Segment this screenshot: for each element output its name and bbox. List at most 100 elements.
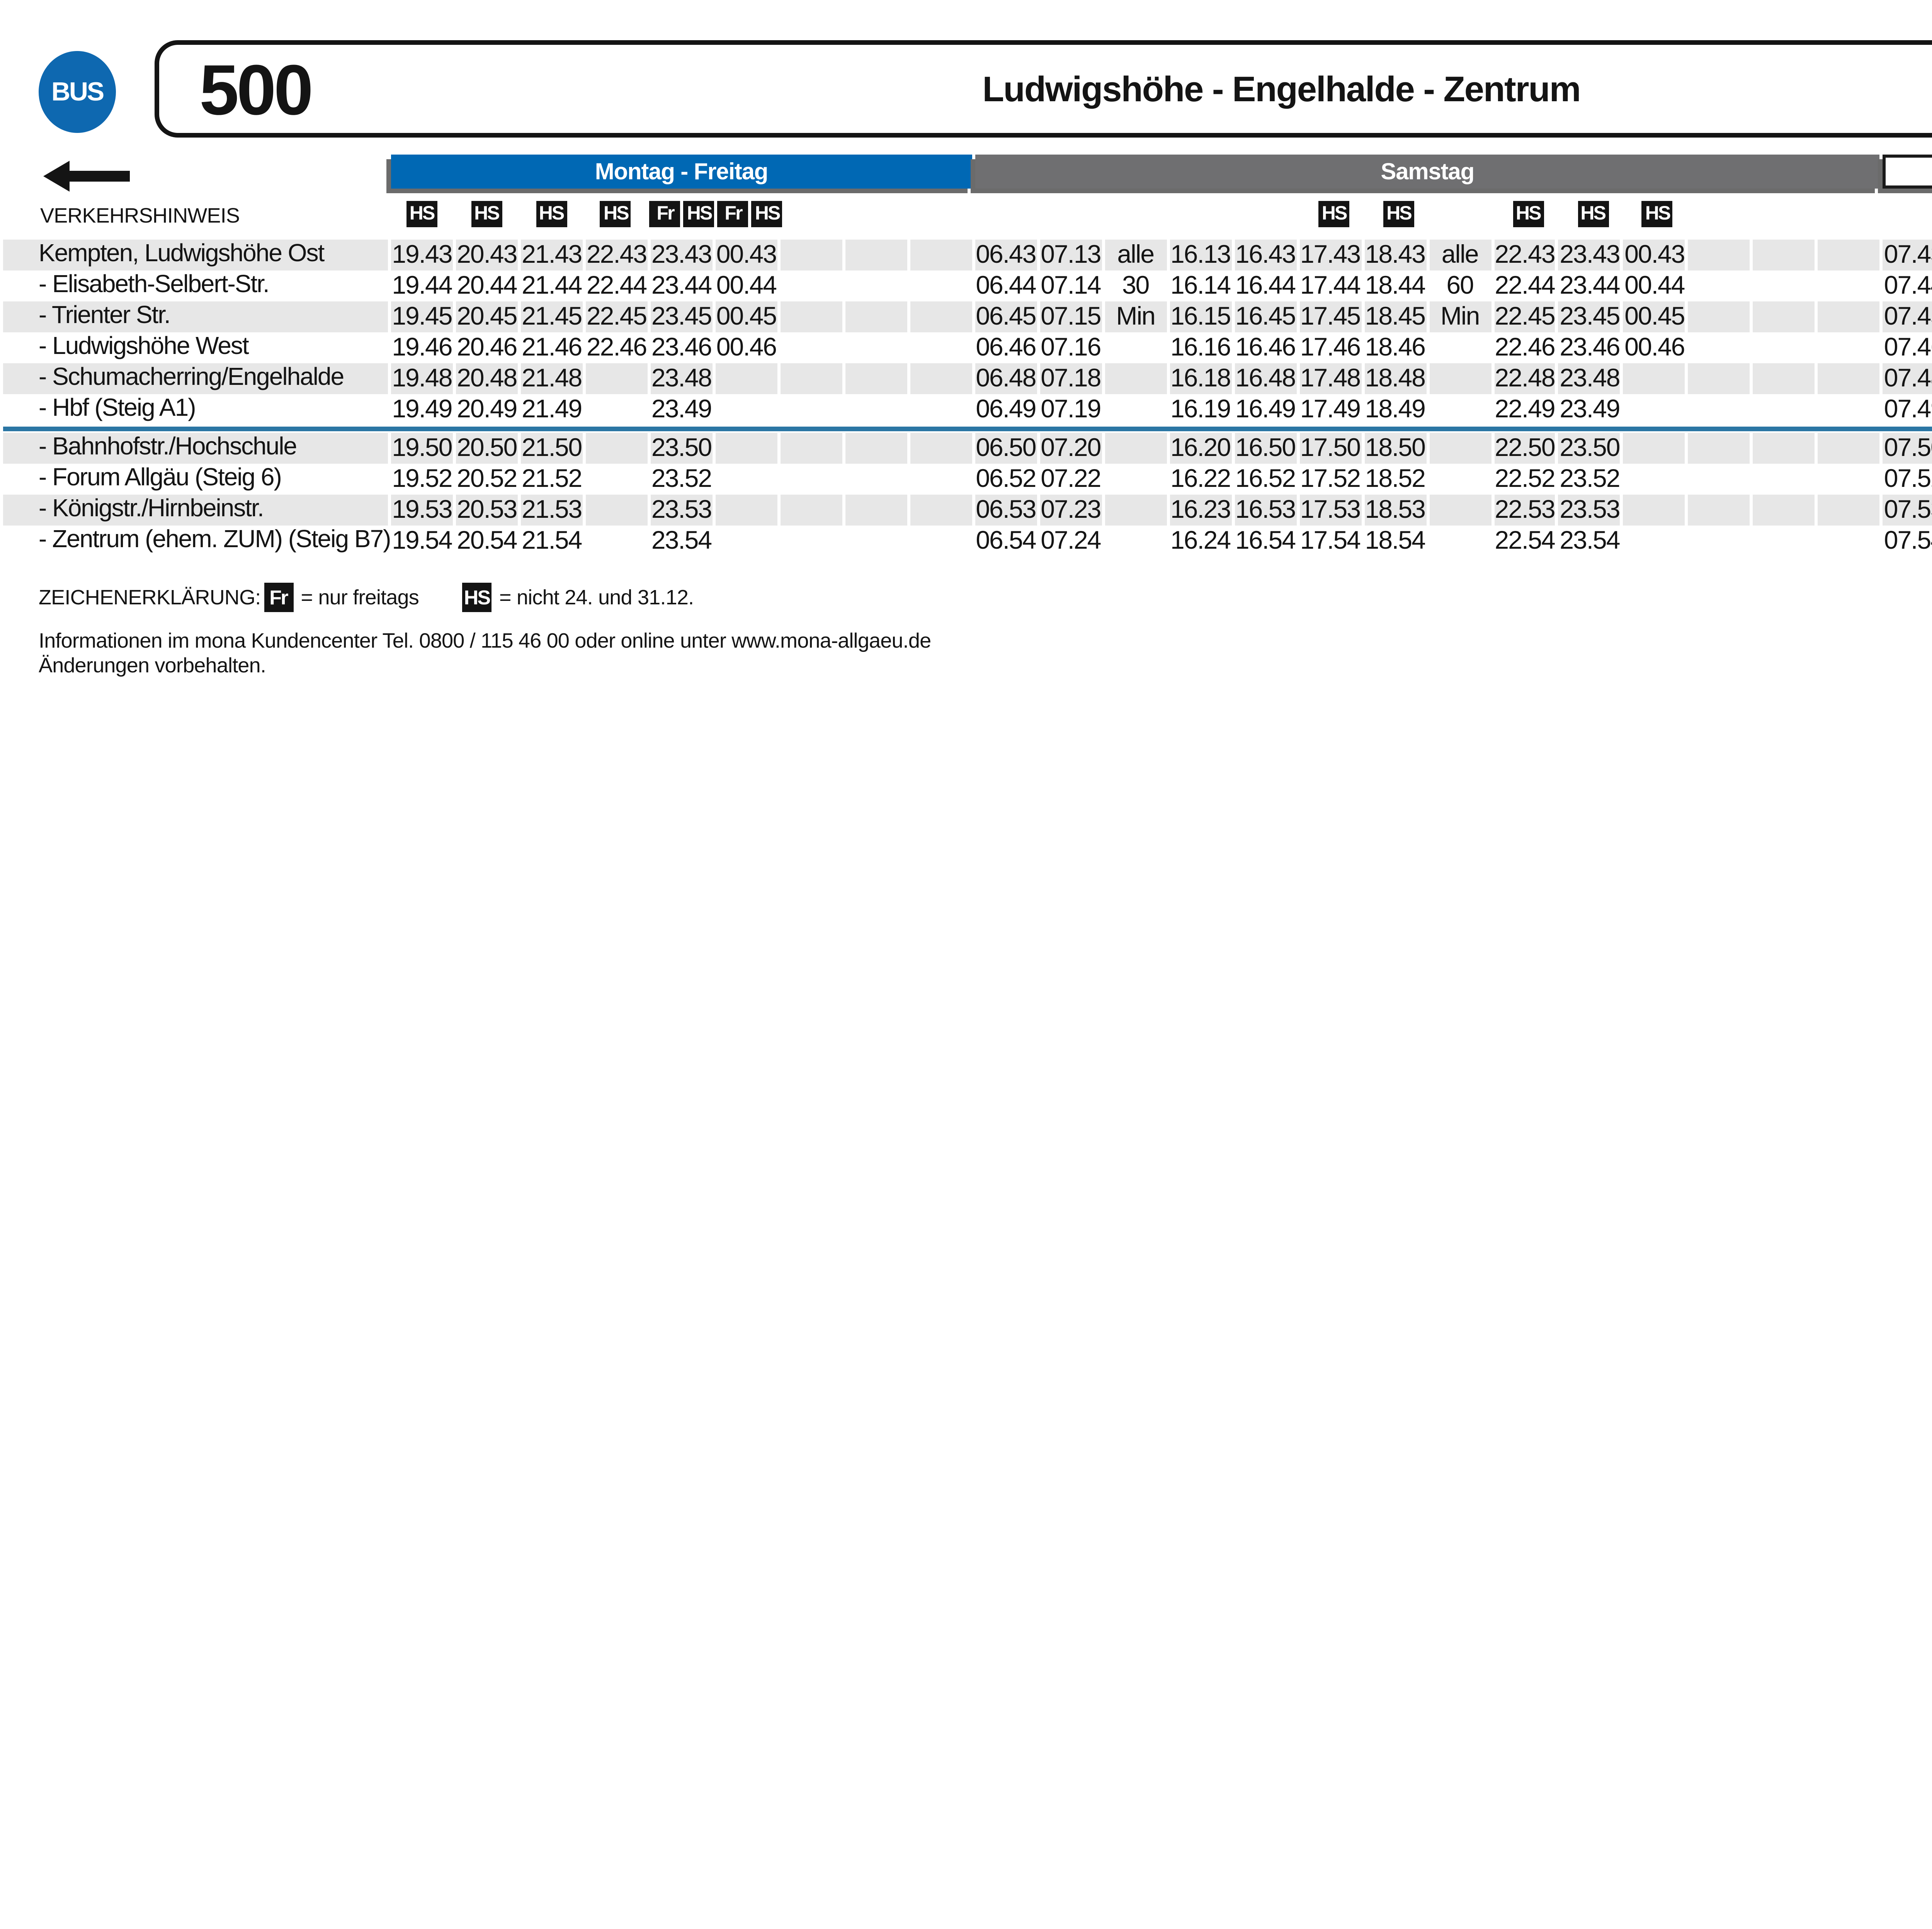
time-cell: 23.54	[1560, 527, 1620, 555]
time-cell: 16.52	[1235, 465, 1296, 493]
day-band-montag-freitag: Montag - Freitag	[391, 155, 972, 189]
marker-cell: HS	[456, 199, 517, 227]
time-cell: 18.45	[1364, 301, 1426, 332]
time-cell: 17.46	[1300, 334, 1361, 362]
time-cell: 16.23	[1169, 495, 1231, 526]
time-cell	[845, 464, 907, 495]
legend-item: Fr = nur freitags	[264, 583, 419, 612]
time-cell: 19.45	[391, 301, 453, 332]
time-cell: 20.46	[457, 334, 517, 362]
stop-name: - Hbf (Steig A1)	[39, 396, 196, 422]
stop-name: - Bahnhofstr./Hochschule	[3, 433, 388, 464]
marker-hs-icon: HS	[1642, 200, 1673, 226]
time-cell	[715, 495, 777, 526]
time-cell: 07.43	[1883, 240, 1932, 270]
time-cell	[780, 363, 842, 394]
time-cell	[780, 270, 842, 301]
marker-hs-icon: HS	[1383, 200, 1414, 226]
line-header-box: 500 Ludwigshöhe - Engelhalde - Zentrum	[155, 40, 1932, 138]
stop-name: - Ludwigshöhe West	[39, 334, 249, 360]
time-cell	[1689, 526, 1750, 556]
time-cell: 23.53	[1558, 495, 1621, 526]
time-cell	[1818, 240, 1880, 270]
time-cell: 16.22	[1170, 465, 1231, 493]
marker-cell	[1433, 199, 1494, 227]
time-cell	[910, 464, 972, 495]
time-cell: 18.46	[1365, 334, 1426, 362]
time-cell: 19.52	[392, 465, 452, 493]
time-cell: 22.43	[585, 240, 648, 270]
time-cell: 00.46	[1624, 334, 1685, 362]
time-cell: 18.49	[1365, 396, 1426, 424]
time-cell	[1818, 433, 1880, 464]
time-cell: 19.46	[392, 334, 452, 362]
table-row: - Schumacherring/Engelhalde 19.48 20.48 21.…	[3, 363, 1932, 394]
time-cell	[1688, 363, 1750, 394]
time-cell	[1818, 495, 1880, 526]
time-cell	[1753, 394, 1815, 425]
time-cell: 20.52	[457, 465, 517, 493]
marker-hs-icon: HS	[600, 200, 631, 226]
time-cell: 18.53	[1364, 495, 1426, 526]
time-cell	[910, 526, 972, 556]
time-cell	[1429, 495, 1491, 526]
table-row: Kempten, Ludwigshöhe Ost 19.43 20.43 21.43 2…	[3, 240, 1932, 270]
time-cell	[586, 526, 648, 556]
time-cell: 20.53	[456, 495, 518, 526]
marker-hs-icon: HS	[1512, 200, 1544, 226]
time-cell	[1753, 301, 1815, 332]
stop-name: - Elisabeth-Selbert-Str.	[39, 272, 270, 298]
time-cell: 16.19	[1170, 396, 1231, 424]
time-cell	[910, 301, 972, 332]
time-cell: 06.43	[975, 240, 1037, 270]
time-cell: 06.53	[975, 495, 1037, 526]
marker-cell	[1109, 199, 1171, 227]
time-cell: 18.48	[1364, 363, 1426, 394]
time-cell: 23.52	[651, 465, 712, 493]
time-cell	[780, 464, 842, 495]
time-cell	[1818, 464, 1880, 495]
table-row: - Ludwigshöhe West 19.46 20.46 21.46 22.46 23…	[3, 332, 1932, 363]
time-cell	[845, 240, 907, 270]
footer-info: Informationen im mona Kundencenter Tel. …	[39, 629, 931, 677]
time-cell: 19.49	[392, 396, 452, 424]
marker-cell	[1044, 199, 1106, 227]
marker-cell: HS	[585, 199, 646, 227]
day-band-row: Montag - FreitagSamstagSonn-/Feiertag	[3, 155, 1932, 189]
verkehrshinweis-label: VERKEHRSHINWEIS	[40, 204, 240, 227]
time-cell	[845, 363, 907, 394]
time-cell	[1753, 240, 1815, 270]
marker-cell	[1756, 199, 1818, 227]
time-cell	[1818, 332, 1880, 363]
time-cell: 19.54	[392, 527, 452, 555]
time-cell: 00.46	[716, 334, 777, 362]
time-cell: 22.46	[586, 334, 647, 362]
time-cell	[780, 394, 842, 425]
time-cell: 18.54	[1365, 527, 1426, 555]
time-cell	[910, 394, 972, 425]
time-cell: 17.53	[1299, 495, 1361, 526]
time-cell: 22.49	[1495, 396, 1555, 424]
time-cell	[780, 301, 842, 332]
time-cell	[845, 433, 907, 464]
time-cell	[1818, 363, 1880, 394]
time-cell: Min	[1104, 301, 1167, 332]
legend-items: Fr = nur freitags HS = nicht 24. und 31.12.	[264, 583, 737, 612]
stop-name: - Königstr./Hirnbeinstr.	[3, 495, 388, 526]
time-cell: alle	[1429, 240, 1491, 270]
route-title: Ludwigshöhe - Engelhalde - Zentrum	[982, 68, 1581, 108]
time-cell: 22.54	[1495, 527, 1555, 555]
time-cell	[715, 464, 777, 495]
time-cell	[1689, 270, 1750, 301]
time-cell: 22.45	[585, 301, 648, 332]
line-number: 500	[199, 49, 313, 129]
time-cell	[1429, 526, 1491, 556]
time-cell	[715, 526, 777, 556]
time-cell: 16.49	[1235, 396, 1296, 424]
time-cell	[1688, 495, 1750, 526]
marker-hs-icon: HS	[406, 200, 437, 226]
time-cell: 07.22	[1041, 465, 1101, 493]
footer-line: Informationen im mona Kundencenter Tel. …	[39, 629, 931, 652]
time-cell: 00.43	[1623, 240, 1685, 270]
